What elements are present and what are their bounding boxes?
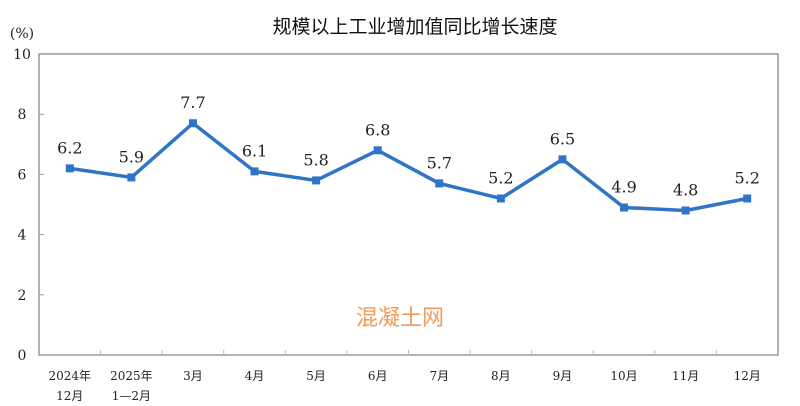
x-tick-label: 3月 [183,369,203,383]
data-point [373,146,382,155]
series-line [69,121,748,213]
x-tick-label: 10月 [610,369,637,383]
y-axis-unit: (%) [10,26,34,42]
data-label: 5.2 [488,168,513,187]
data-label: 6.8 [365,120,390,139]
data-label: 6.2 [57,138,82,157]
data-point [65,164,74,173]
x-tick-label: 2024年 [49,369,92,383]
data-label: 5.9 [119,147,144,166]
y-tick-label: 4 [18,228,27,244]
chart-title: 规模以上工业增加值同比增长速度 [272,16,557,38]
x-tick-label: 1—2月 [112,389,151,403]
x-tick-label: 12月 [734,369,761,383]
x-tick-label: 6月 [368,369,388,383]
data-label: 6.1 [242,141,267,160]
data-point [250,167,259,176]
data-point [188,119,197,128]
data-point [620,203,629,212]
y-tick-label: 0 [18,348,27,364]
x-tick-label: 4月 [245,369,265,383]
x-tick-label: 11月 [672,369,699,383]
y-tick-label: 2 [18,288,27,304]
data-point [681,206,690,215]
data-label: 6.5 [550,129,575,148]
data-label: 5.8 [303,150,328,169]
x-tick-label: 2025年 [110,369,153,383]
x-tick-label: 7月 [429,369,449,383]
data-label: 5.2 [734,168,759,187]
data-point [558,155,567,164]
x-tick-label: 8月 [491,369,511,383]
y-tick-label: 8 [18,107,27,123]
data-point [743,194,752,203]
x-tick-label: 12月 [56,389,83,403]
data-point [435,179,444,188]
x-tick-label: 5月 [306,369,326,383]
data-point [127,173,136,182]
y-tick-label: 6 [18,167,27,183]
data-label: 4.8 [673,181,698,200]
watermark: 混凝土网 [356,306,444,331]
data-label: 5.7 [427,153,452,172]
data-label: 7.7 [180,93,205,112]
data-point [312,176,321,185]
y-tick-label: 10 [13,47,31,63]
data-label: 4.9 [611,178,636,197]
data-point [496,194,505,203]
x-tick-label: 9月 [553,369,573,383]
